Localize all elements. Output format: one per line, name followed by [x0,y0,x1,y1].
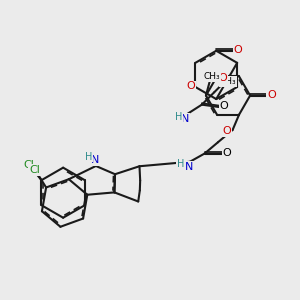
Text: H: H [175,112,182,122]
Text: N: N [91,155,99,165]
Text: H: H [85,152,92,162]
Text: O: O [219,73,227,83]
Text: O: O [223,126,231,136]
Text: O: O [208,71,217,81]
Text: H: H [177,159,184,169]
Text: O: O [234,45,242,55]
Text: O: O [220,101,229,111]
Text: O: O [187,81,196,92]
Text: CH₃: CH₃ [220,77,236,86]
Text: O: O [222,148,231,158]
Text: N: N [184,162,193,172]
Text: Cl: Cl [29,165,40,175]
Text: N: N [181,114,190,124]
Text: Cl: Cl [24,160,34,170]
Text: CH₃: CH₃ [204,72,220,81]
Text: O: O [267,90,276,100]
